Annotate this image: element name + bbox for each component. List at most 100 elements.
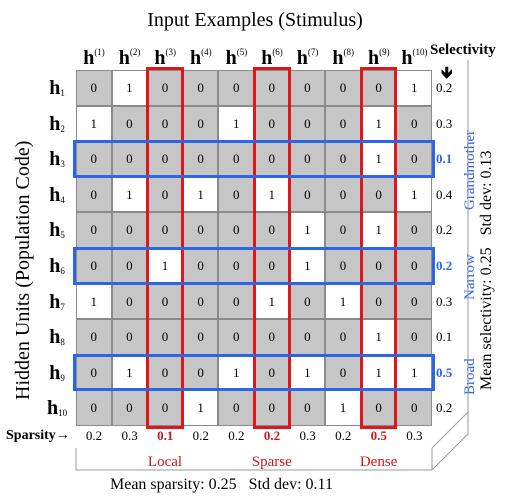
matrix-cell: 0 [218,248,254,284]
selectivity-value: 0.4 [436,186,453,202]
sparsity-value: 0.2 [228,428,245,443]
row-header-base: h [46,397,59,420]
column-header-base: h [154,47,166,69]
sparsity-value: 0.2 [85,428,103,443]
column-header-index: (8) [343,47,355,57]
row-header: h6 [40,248,74,284]
column-header: h(5) [218,38,254,69]
column-group-label: Sparse [251,454,292,470]
matrix-cell: 0 [182,70,219,106]
row-header: h3 [40,141,74,177]
row-header-index: 1 [60,88,65,98]
matrix-cell: 1 [396,354,432,391]
sparsity-value: 0.5 [370,428,387,443]
matrix-cell: 0 [289,70,326,106]
matrix-cell: 1 [111,70,148,106]
selectivity-value: 0.3 [436,293,453,309]
column-header-base: h [118,47,130,69]
row-header-index: 10 [58,408,68,419]
row-header-index: 9 [60,372,65,383]
matrix-cell: 0 [147,390,183,426]
row-header-base: h [49,77,61,99]
column-header: h(2) [112,38,148,69]
matrix-cell: 0 [254,70,290,106]
matrix-cell: 0 [182,319,219,355]
sparsity-value: 0.3 [406,428,423,443]
matrix-cell: 0 [76,176,112,213]
column-header-base: h [225,47,237,69]
matrix-cell: 0 [396,212,432,248]
column-header: h(10) [396,38,432,69]
matrix-cell: 0 [76,354,112,391]
matrix-cell: 0 [396,248,432,284]
column-header-base: h [83,47,95,69]
selectivity-value: 0.2 [436,400,453,416]
column-header: h(9) [361,38,397,69]
row-header-base: h [49,183,61,206]
matrix-cell: 1 [111,176,148,213]
column-header-index: (2) [129,47,141,57]
selectivity-value: 0.3 [436,115,453,131]
row-header-base: h [49,326,61,349]
sparsity-value: 0.3 [299,428,316,443]
row-header: h2 [40,106,74,142]
column-header: h(7) [290,38,326,69]
matrix-cell: 1 [76,105,112,142]
matrix-cell: 0 [76,70,112,106]
row-header-base: h [49,112,61,135]
matrix-cell: 0 [111,105,148,142]
column-header-index: (1) [94,47,105,57]
column-header-index: (10) [412,47,428,57]
row-header-index: 5 [60,230,65,241]
matrix-cell: 1 [396,70,432,106]
column-header-base: h [401,47,413,69]
row-header: h5 [40,212,74,248]
column-header-index: (9) [379,47,390,57]
column-group-label: Local [147,454,183,470]
matrix-cell: 0 [289,141,326,177]
selectivity-header: Selectivity [430,42,496,58]
column-header-index: (5) [236,47,248,57]
column-header-index: (7) [307,47,319,57]
selectivity-value: 0.2 [436,258,453,273]
selectivity-value: 0.5 [436,364,453,380]
row-header-index: 6 [60,266,65,276]
row-header-base: h [49,255,61,277]
column-header-base: h [296,47,308,69]
sparsity-value: 0.2 [263,428,281,443]
column-header-base: h [261,47,273,69]
matrix-cell: 0 [396,283,432,320]
row-header: h10 [40,390,74,426]
mean-sparsity-stats: Mean sparsity: 0.25 Std dev: 0.11 [110,476,333,493]
matrix-cell: 0 [325,319,361,355]
matrix-cell: 0 [76,319,112,355]
column-header-base: h [189,47,202,69]
sparsity-label-text: Sparsity [6,428,56,443]
column-header-index: (3) [165,47,177,57]
matrix-cell: 0 [111,212,148,248]
matrix-cell: 1 [254,283,290,320]
matrix-cell: 1 [182,390,219,426]
matrix-cell: 0 [147,212,183,248]
matrix-cell: 1 [218,105,254,142]
row-header: h9 [40,355,74,391]
matrix-cell: 0 [76,390,112,426]
matrix-cell: 0 [182,283,219,320]
sparsity-value: 0.2 [192,428,209,443]
column-header: h(4) [183,38,219,69]
row-header: h4 [40,177,74,213]
sparsity-value: 0.3 [121,428,138,443]
figure-title: Input Examples (Stimulus) [147,9,363,31]
matrix-cell: 1 [360,212,397,248]
row-header-index: 7 [60,301,65,312]
selectivity-value: 0.1 [436,329,453,345]
column-header-base: h [367,47,380,69]
sparsity-value: 0.1 [157,428,174,443]
row-highlight-box [73,247,435,285]
row-header: h8 [40,319,74,355]
row-highlight-box [73,140,435,178]
column-header: h(6) [254,38,290,69]
matrix-cell: 1 [289,212,326,248]
matrix-cell: 0 [325,70,361,106]
column-header-base: h [332,47,344,69]
